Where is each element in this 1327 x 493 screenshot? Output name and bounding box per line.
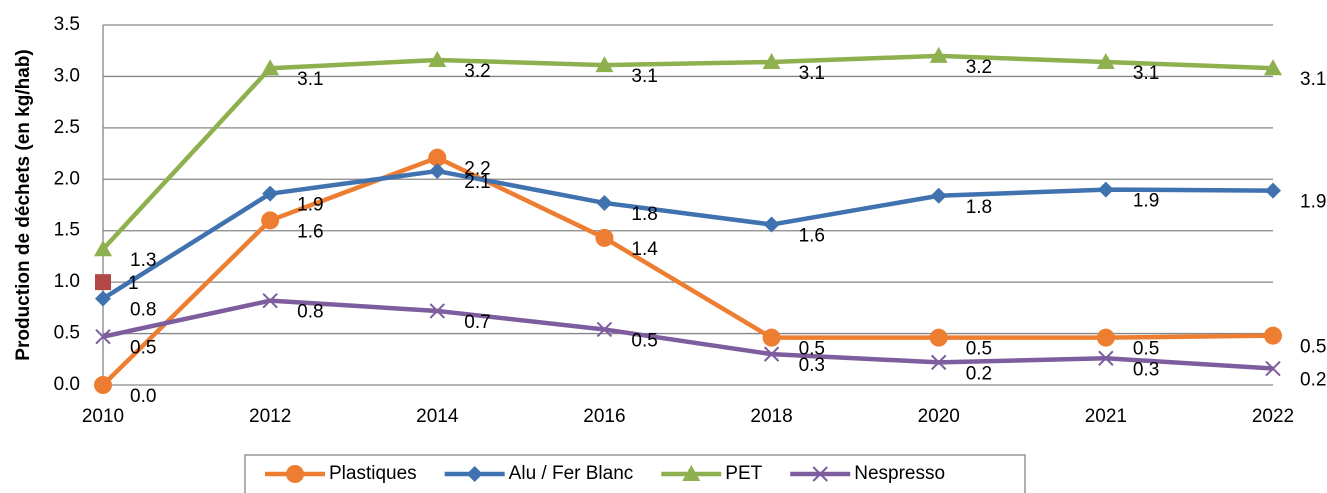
data-point bbox=[262, 292, 278, 309]
data-point bbox=[596, 194, 613, 211]
x-tick-label: 2012 bbox=[249, 406, 291, 427]
data-label: 1.6 bbox=[799, 226, 825, 247]
data-label: 3.1 bbox=[631, 66, 657, 87]
data-point bbox=[1265, 182, 1281, 199]
data-point bbox=[261, 211, 280, 230]
x-tick-label: 2016 bbox=[583, 406, 625, 427]
data-label: 0.5 bbox=[1133, 339, 1159, 360]
y-tick-label: 2.0 bbox=[54, 168, 80, 189]
legend-label: Nespresso bbox=[854, 463, 945, 484]
data-label: 1.3 bbox=[130, 250, 156, 271]
y-tick-label: 0.0 bbox=[54, 374, 80, 395]
legend-marker bbox=[286, 465, 304, 483]
data-point bbox=[95, 290, 111, 307]
data-label: 0.8 bbox=[130, 300, 156, 321]
series-line bbox=[102, 298, 1274, 371]
x-tick-label: 2022 bbox=[1252, 406, 1294, 427]
data-point bbox=[1098, 350, 1114, 366]
data-label: 0.3 bbox=[799, 355, 825, 376]
data-point bbox=[95, 328, 111, 345]
data-label: 3.1 bbox=[799, 63, 825, 84]
data-label: 0.5 bbox=[799, 339, 825, 360]
data-label: 0.5 bbox=[1300, 337, 1326, 358]
series-line bbox=[101, 155, 1274, 387]
x-tick-label: 2010 bbox=[82, 406, 124, 427]
data-label: 1.4 bbox=[631, 239, 658, 260]
data-label: 1.9 bbox=[297, 195, 323, 216]
data-point bbox=[931, 354, 947, 371]
data-label: 0.2 bbox=[1300, 370, 1326, 391]
data-point bbox=[1097, 181, 1114, 198]
y-tick-label: 3.5 bbox=[54, 14, 80, 35]
data-label: 0.2 bbox=[966, 363, 992, 384]
legend-label: Alu / Fer Blanc bbox=[509, 463, 634, 484]
data-point bbox=[1264, 59, 1282, 76]
series-line bbox=[101, 53, 1274, 251]
data-point bbox=[929, 328, 948, 347]
data-label: 2.2 bbox=[464, 159, 490, 180]
y-tick-label: 3.0 bbox=[54, 65, 80, 86]
series-line bbox=[101, 168, 1274, 301]
data-point bbox=[595, 228, 614, 247]
data-label: 2.1 bbox=[464, 172, 490, 193]
data-label: 3.2 bbox=[464, 61, 490, 82]
data-label: 0.5 bbox=[966, 339, 992, 360]
data-point bbox=[262, 185, 279, 202]
data-point bbox=[1265, 360, 1281, 377]
legend-box bbox=[244, 454, 1026, 493]
data-point bbox=[763, 216, 780, 233]
data-point bbox=[1096, 53, 1115, 70]
data-point bbox=[428, 148, 447, 167]
data-label: 1.8 bbox=[631, 204, 657, 225]
data-label: 1.8 bbox=[966, 197, 992, 218]
legend-marker bbox=[812, 466, 828, 482]
data-point bbox=[762, 53, 781, 70]
data-point bbox=[429, 163, 446, 180]
data-point bbox=[94, 376, 112, 394]
y-axis-title: Production de déchets (en kg/hab) bbox=[13, 49, 34, 360]
y-tick-label: 0.5 bbox=[54, 323, 80, 344]
y-tick-label: 1.5 bbox=[54, 220, 80, 241]
data-label: 1.6 bbox=[297, 221, 323, 242]
x-tick-label: 2021 bbox=[1085, 406, 1127, 427]
data-point bbox=[429, 303, 445, 319]
data-label: 1.9 bbox=[1133, 191, 1159, 212]
data-point bbox=[428, 50, 447, 67]
legend-marker bbox=[682, 465, 701, 481]
legend-label: Plastiques bbox=[329, 463, 417, 484]
data-point bbox=[1096, 328, 1115, 347]
data-label: 0.3 bbox=[1133, 359, 1159, 380]
data-point bbox=[763, 346, 780, 362]
legend-marker bbox=[466, 466, 483, 482]
data-point bbox=[261, 59, 280, 76]
x-tick-label: 2014 bbox=[416, 406, 459, 427]
data-point bbox=[596, 321, 613, 338]
x-tick-label: 2018 bbox=[750, 406, 792, 427]
data-label: 0.8 bbox=[297, 302, 323, 323]
data-point bbox=[595, 56, 614, 73]
x-tick-label: 2020 bbox=[918, 406, 960, 427]
data-label: 1 bbox=[128, 273, 139, 294]
data-point bbox=[929, 46, 948, 63]
data-label: 3.1 bbox=[297, 69, 323, 90]
data-point bbox=[930, 187, 947, 204]
data-label: 0.7 bbox=[464, 312, 490, 333]
data-label: 0.5 bbox=[631, 330, 657, 351]
data-label: 3.1 bbox=[1300, 69, 1326, 90]
data-label: 1.9 bbox=[1300, 192, 1326, 213]
data-label: 3.1 bbox=[1133, 63, 1159, 84]
data-point bbox=[1264, 326, 1282, 345]
data-point bbox=[94, 240, 112, 257]
data-label: 0.0 bbox=[130, 386, 156, 407]
y-tick-label: 1.0 bbox=[54, 271, 80, 292]
data-point bbox=[762, 328, 781, 347]
data-point bbox=[95, 274, 111, 291]
y-tick-label: 2.5 bbox=[54, 117, 80, 138]
data-label: 0.5 bbox=[130, 338, 156, 359]
legend-label: PET bbox=[725, 463, 762, 484]
data-label: 3.2 bbox=[966, 57, 992, 78]
